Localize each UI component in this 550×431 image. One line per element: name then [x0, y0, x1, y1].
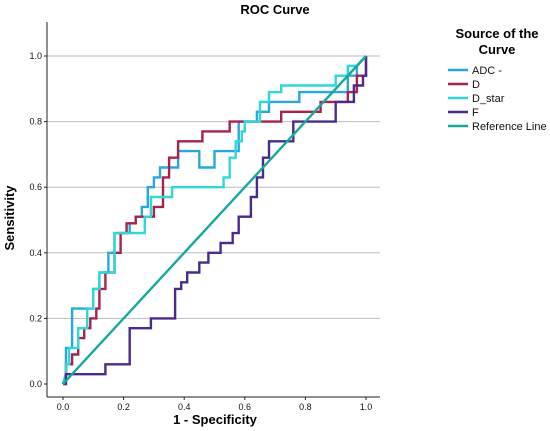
series-line-f	[63, 56, 368, 386]
x-tick-label-3: 0.6	[239, 402, 252, 412]
legend-label-adc: ADC -	[472, 65, 502, 77]
x-axis-title: 1 - Specificity	[173, 412, 258, 427]
y-tick-label-2: 0.4	[29, 248, 42, 258]
y-tick-label-1: 0.2	[29, 313, 42, 323]
y-tick-label-4: 0.8	[29, 117, 42, 127]
y-tick-labels: 0.0 0.2 0.4 0.6 0.8 1.0	[29, 51, 47, 389]
x-tick-label-2: 0.4	[178, 402, 191, 412]
axes	[46, 22, 380, 398]
series-line-reference-line	[62, 55, 367, 385]
x-tick-label-1: 0.2	[117, 402, 130, 412]
x-tick-label-0: 0.0	[57, 402, 70, 412]
series-lines	[61, 55, 368, 386]
legend-title-line-2: Curve	[479, 42, 516, 57]
legend: Source of the Curve ADC - D D_star F Referen…	[448, 26, 547, 133]
y-tick-label-3: 0.6	[29, 182, 42, 192]
legend-label-reference-line: Reference Line	[472, 121, 547, 133]
x-tick-label-4: 0.8	[299, 402, 312, 412]
chart-title: ROC Curve	[240, 2, 309, 17]
series-line-d-star	[61, 55, 367, 385]
legend-label-f: F	[472, 107, 479, 119]
series-line-d	[61, 56, 368, 385]
legend-label-d: D	[472, 79, 480, 91]
y-tick-label-0: 0.0	[29, 379, 42, 389]
y-axis-title: Sensitivity	[2, 185, 17, 251]
x-tick-label-5: 1.0	[360, 402, 373, 412]
legend-title-line-1: Source of the	[455, 26, 538, 41]
legend-label-d-star: D_star	[472, 93, 505, 105]
y-tick-label-5: 1.0	[29, 51, 42, 61]
x-tick-labels: 0.0 0.2 0.4 0.6 0.8 1.0	[57, 397, 373, 412]
